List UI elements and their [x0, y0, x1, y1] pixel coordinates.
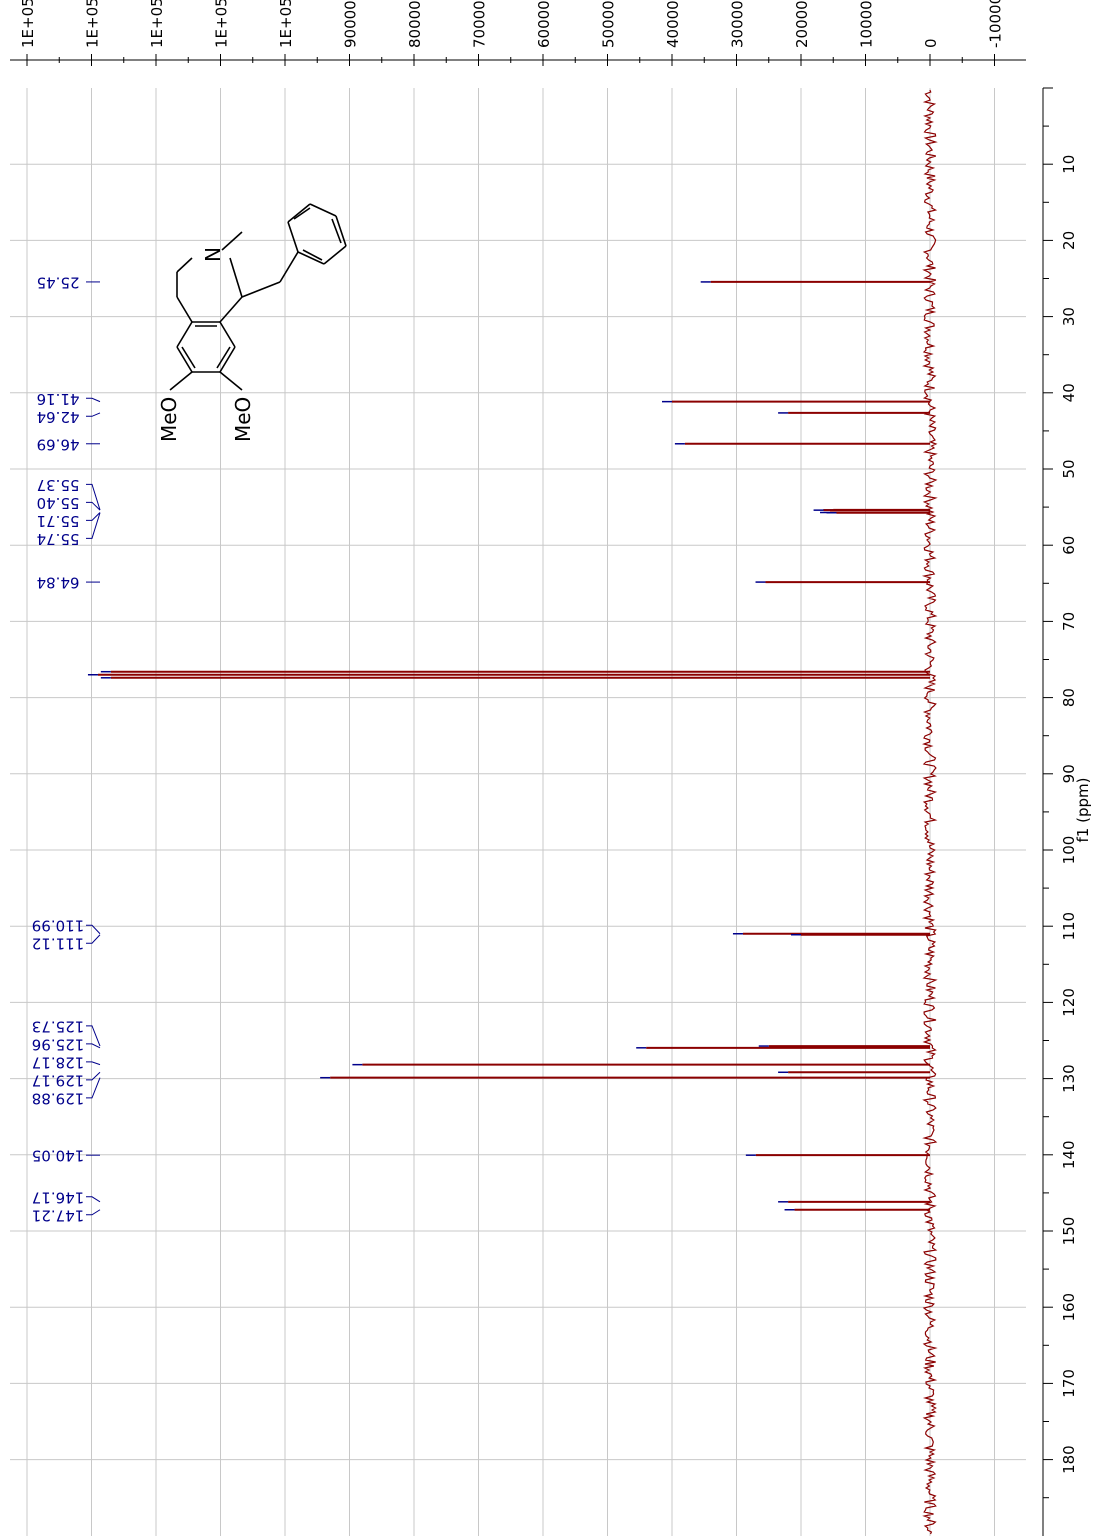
molecule-structure: N MeO MeO — [157, 204, 346, 442]
peak-label-connector — [86, 1078, 100, 1098]
ppm-tick-label: 120 — [1060, 988, 1078, 1017]
peak-lines — [88, 282, 930, 1210]
peak-label-connector — [86, 513, 100, 539]
intensity-tick-label: 30000 — [729, 0, 747, 48]
peak-label: 140.05 — [32, 1147, 85, 1165]
peak-label: 125.96 — [32, 1035, 85, 1053]
ppm-tick-label: 50 — [1060, 459, 1078, 478]
intensity-tick-label: 1E+05 — [84, 0, 102, 48]
peak-label: 55.71 — [37, 512, 80, 530]
intensity-tick-label: 1E+05 — [213, 0, 231, 48]
intensity-axis: 1E+05 1E+05 1E+05 1E+05 1E+05 90000 80000 70000… — [10, 0, 1026, 66]
peak-label: 55.74 — [37, 530, 80, 548]
peak-label-connector — [86, 1044, 100, 1048]
ppm-tick-label: 10 — [1060, 155, 1078, 174]
ppm-tick-label: 80 — [1060, 688, 1078, 707]
nitrogen-atom-label: N — [201, 247, 225, 262]
peak-label: 129.17 — [32, 1071, 85, 1089]
ppm-tick-label: 20 — [1060, 231, 1078, 250]
peak-label: 128.17 — [32, 1053, 85, 1071]
ppm-tick-label: 180 — [1060, 1445, 1078, 1474]
peak-label-connector — [86, 935, 100, 944]
peak-label: 55.40 — [37, 494, 80, 512]
ppm-tick-label: 60 — [1060, 536, 1078, 555]
intensity-tick-label: 1E+05 — [148, 0, 166, 48]
peak-label: 46.69 — [37, 435, 80, 453]
ppm-tick-label: 160 — [1060, 1293, 1078, 1322]
ppm-axis: 1020304050607080901001101201301401501601… — [1043, 88, 1092, 1536]
intensity-tick-label: 20000 — [793, 0, 811, 48]
peak-label-connector — [86, 1026, 100, 1046]
peak-label-connector — [86, 413, 100, 416]
peak-label-connector — [86, 398, 100, 401]
peak-label-connector — [86, 1210, 100, 1215]
ppm-tick-label: 170 — [1060, 1369, 1078, 1398]
ppm-tick-label: 150 — [1060, 1217, 1078, 1246]
intensity-tick-label: 80000 — [406, 0, 424, 48]
peak-label: 64.84 — [37, 574, 80, 592]
ppm-tick-label: 110 — [1060, 912, 1078, 941]
intensity-tick-label: 0 — [922, 38, 940, 48]
ppm-tick-label: 30 — [1060, 307, 1078, 326]
peak-label: 146.17 — [32, 1188, 85, 1206]
ppm-axis-label: f1 (ppm) — [1074, 778, 1092, 843]
peak-label: 129.88 — [32, 1089, 85, 1107]
intensity-tick-label: 1E+05 — [277, 0, 295, 48]
peak-label-connector — [86, 1062, 100, 1065]
peak-label: 41.16 — [37, 390, 80, 408]
peak-label: 110.99 — [32, 917, 85, 935]
ppm-tick-label: 70 — [1060, 612, 1078, 631]
intensity-tick-label: 70000 — [471, 0, 489, 48]
grid-lines — [10, 88, 1026, 1536]
intensity-tick-label: 1E+05 — [19, 0, 37, 48]
intensity-tick-label: 10000 — [858, 0, 876, 48]
intensity-tick-label: 50000 — [600, 0, 618, 48]
peak-label: 55.37 — [37, 476, 80, 494]
peak-label-connector — [86, 1197, 100, 1202]
intensity-tick-label: -10000 — [987, 0, 1005, 48]
peak-label: 125.73 — [32, 1017, 85, 1035]
peak-label: 147.21 — [32, 1206, 85, 1224]
methoxy-label-2: MeO — [231, 397, 255, 442]
ppm-tick-label: 140 — [1060, 1140, 1078, 1169]
ppm-tick-label: 40 — [1060, 383, 1078, 402]
methoxy-label-1: MeO — [157, 397, 181, 442]
peak-label-connector — [86, 484, 100, 510]
peak-label: 111.12 — [32, 935, 85, 953]
intensity-tick-label: 90000 — [342, 0, 360, 48]
intensity-tick-label: 40000 — [664, 0, 682, 48]
intensity-tick-label: 60000 — [535, 0, 553, 48]
peak-label: 42.64 — [37, 408, 80, 426]
ppm-tick-label: 130 — [1060, 1064, 1078, 1093]
peak-label: 25.45 — [37, 273, 80, 291]
